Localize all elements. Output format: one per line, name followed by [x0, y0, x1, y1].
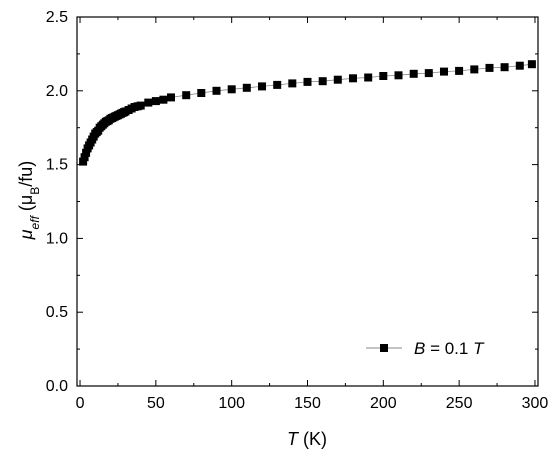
data-point	[500, 63, 509, 72]
data-point	[515, 61, 524, 70]
x-tick-label: 200	[370, 395, 397, 412]
x-tick-label: 150	[294, 395, 321, 412]
data-point	[424, 69, 433, 78]
data-point	[80, 153, 89, 162]
x-tick-label: 250	[446, 395, 473, 412]
legend: B = 0.1 T	[366, 339, 485, 358]
y-tick-label: 0.5	[46, 304, 68, 321]
data-point	[485, 63, 494, 72]
data-point	[136, 101, 145, 110]
plot-frame	[76, 16, 539, 387]
data-point	[470, 65, 479, 74]
data-point	[303, 77, 312, 86]
data-point	[288, 79, 297, 88]
data-point	[242, 83, 251, 92]
y-axis-title: μeff (μB/fu)	[16, 161, 42, 241]
data-point	[394, 71, 403, 80]
data-point	[527, 60, 536, 69]
data-point	[79, 157, 88, 166]
data-point	[227, 85, 236, 94]
data-point	[379, 72, 388, 80]
data-point	[455, 66, 464, 75]
data-point	[159, 95, 168, 104]
y-axis: 0.0 0.5 1.0 1.5 2.0 2.5	[46, 9, 538, 395]
data-point	[144, 98, 153, 107]
data-point	[258, 82, 266, 91]
y-tick-label: 1.0	[46, 230, 68, 247]
data-point	[440, 67, 448, 76]
data-point	[318, 77, 327, 86]
data-point	[364, 73, 373, 82]
x-axis: 0 50 100 150 200 250 300	[76, 17, 549, 412]
data-point	[82, 148, 91, 157]
data-series	[79, 60, 536, 166]
x-axis-title: T (K)	[287, 429, 327, 449]
data-point	[409, 69, 418, 78]
data-point	[182, 91, 191, 100]
data-point	[212, 86, 221, 95]
legend-marker	[380, 344, 388, 352]
data-point	[151, 97, 160, 106]
data-point	[167, 93, 175, 102]
data-point	[349, 74, 357, 83]
x-tick-label: 300	[522, 395, 549, 412]
legend-label: B = 0.1 T	[414, 339, 485, 358]
data-point	[273, 80, 282, 89]
x-tick-label: 0	[76, 395, 85, 412]
y-tick-label: 1.5	[46, 157, 68, 174]
x-tick-label: 50	[147, 395, 165, 412]
y-tick-label: 2.0	[46, 83, 68, 100]
y-tick-label: 0.0	[46, 378, 68, 395]
data-point	[197, 89, 206, 97]
x-tick-label: 100	[218, 395, 245, 412]
y-tick-label: 2.5	[46, 9, 68, 26]
data-point	[333, 75, 342, 84]
